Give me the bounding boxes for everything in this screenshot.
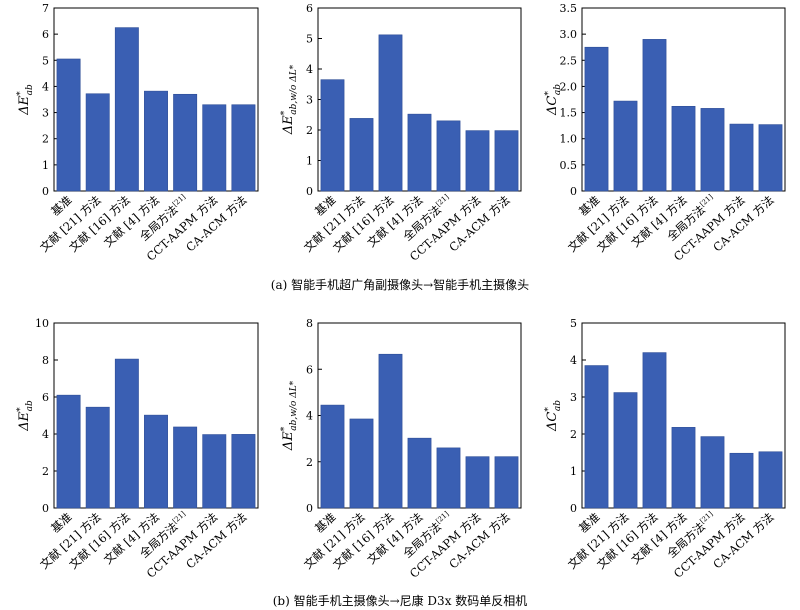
y-tick-label: 5 — [570, 317, 577, 330]
y-tick-label: 0 — [306, 502, 313, 515]
y-tick-label: 4 — [306, 63, 313, 76]
bar — [85, 406, 110, 509]
bar — [56, 394, 81, 509]
y-tick-label: 5 — [42, 54, 49, 67]
bar — [642, 39, 667, 192]
bar — [494, 130, 519, 192]
bar — [584, 46, 609, 192]
bar — [407, 437, 432, 509]
bar — [758, 451, 783, 509]
y-tick-label: 2 — [570, 428, 577, 441]
bar — [613, 392, 638, 509]
y-tick-label: 3.0 — [560, 28, 578, 41]
bar — [349, 118, 374, 192]
bar — [320, 79, 345, 192]
bar — [613, 100, 638, 192]
y-tick-label: 5 — [306, 33, 313, 46]
bar — [114, 27, 139, 192]
bar — [144, 414, 168, 509]
bar — [144, 90, 168, 192]
y-tick-label: 0 — [570, 185, 577, 198]
bar — [436, 120, 461, 192]
y-tick-label: 6 — [42, 391, 49, 404]
y-tick-label: 1.5 — [560, 107, 578, 120]
y-tick-label: 4 — [42, 80, 49, 93]
y-tick-label: 1 — [570, 465, 577, 478]
bar — [642, 352, 667, 509]
bar — [758, 124, 783, 192]
y-axis-label: ΔE*ab,w/o ΔL* — [280, 380, 299, 451]
bar — [729, 452, 754, 509]
y-tick-label: 4 — [570, 354, 577, 367]
y-tick-label: 8 — [42, 354, 49, 367]
y-tick-label: 2.5 — [560, 54, 578, 67]
bar — [231, 104, 256, 192]
bar — [173, 426, 198, 509]
y-tick-label: 2 — [42, 465, 49, 478]
y-tick-label: 0 — [570, 502, 577, 515]
y-tick-label: 1 — [306, 155, 313, 168]
bar — [494, 456, 519, 509]
y-tick-label: 6 — [306, 2, 313, 15]
y-tick-label: 0 — [42, 502, 49, 515]
y-tick-label: 4 — [42, 428, 49, 441]
bar — [584, 365, 609, 509]
y-tick-label: 0 — [306, 185, 313, 198]
y-axis-label: ΔE*ab,w/o ΔL* — [280, 64, 299, 135]
bar — [465, 130, 490, 192]
y-tick-label: 6 — [42, 28, 49, 41]
bar — [700, 436, 725, 509]
bar — [671, 105, 696, 192]
y-tick-label: 2 — [42, 133, 49, 146]
y-axis-label: ΔE*ab — [16, 400, 35, 432]
bar — [700, 108, 725, 192]
bar — [85, 93, 110, 192]
y-tick-label: 8 — [306, 317, 313, 330]
y-tick-label: 3.5 — [560, 2, 578, 15]
y-axis-label: ΔC*ab — [544, 84, 563, 116]
y-tick-label: 1 — [42, 159, 49, 172]
y-tick-label: 2.0 — [560, 80, 578, 93]
y-tick-label: 1.0 — [560, 133, 578, 146]
y-tick-label: 0.5 — [560, 159, 578, 172]
bar — [378, 353, 403, 509]
y-tick-label: 7 — [42, 2, 49, 15]
bar — [202, 104, 227, 192]
bar — [320, 404, 345, 509]
bar — [671, 427, 696, 509]
bar — [202, 434, 227, 509]
caption-b: (b) 智能手机主摄像头→尼康 D3x 数码单反相机 — [272, 594, 528, 608]
y-tick-label: 6 — [306, 363, 313, 376]
bar — [349, 418, 374, 509]
bar — [378, 34, 403, 192]
bar — [407, 113, 432, 192]
bar — [56, 58, 81, 192]
caption-a: (a) 智能手机超广角副摄像头→智能手机主摄像头 — [270, 278, 530, 292]
bar — [465, 456, 490, 509]
y-tick-label: 2 — [306, 456, 313, 469]
bar — [114, 358, 139, 509]
bar — [436, 447, 461, 509]
y-tick-label: 10 — [35, 317, 49, 330]
y-axis-label: ΔC*ab — [544, 400, 563, 432]
bar — [231, 434, 256, 509]
y-tick-label: 3 — [306, 94, 313, 107]
y-axis-label: ΔE*ab — [16, 84, 35, 116]
y-tick-label: 2 — [306, 124, 313, 137]
y-tick-label: 3 — [42, 107, 49, 120]
y-tick-label: 3 — [570, 391, 577, 404]
y-tick-label: 0 — [42, 185, 49, 198]
bar — [729, 123, 754, 192]
bar — [173, 93, 198, 192]
y-tick-label: 4 — [306, 410, 313, 423]
